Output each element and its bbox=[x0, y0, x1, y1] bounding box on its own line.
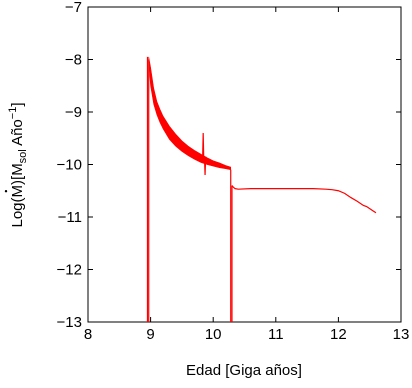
plot-area bbox=[87, 6, 402, 323]
y-axis-label-mid: )[M bbox=[9, 163, 26, 185]
y-axis-label: Log(M)[Msol Año−1] bbox=[7, 102, 29, 227]
x-tick-label: 10 bbox=[205, 326, 222, 343]
y-axis-label-mdot: M bbox=[9, 185, 26, 198]
axis-ticks bbox=[87, 6, 402, 323]
x-tick-label: 12 bbox=[330, 326, 347, 343]
y-axis-label-after: Año bbox=[9, 119, 26, 149]
series-line bbox=[201, 132, 207, 176]
x-tick-label: 13 bbox=[393, 326, 410, 343]
y-axis-label-dot bbox=[4, 190, 8, 193]
y-tick-label: −7 bbox=[65, 0, 82, 16]
series-line bbox=[231, 185, 377, 214]
y-tick-label: −10 bbox=[57, 157, 82, 174]
y-axis-label-prefix: Log( bbox=[9, 197, 26, 227]
tick-labels: 8 9 10 11 12 13 −13 −12 −11 −10 −9 −8 −7 bbox=[57, 0, 410, 343]
y-tick-label: −12 bbox=[57, 262, 82, 279]
y-tick-label: −11 bbox=[58, 209, 82, 226]
x-tick-label: 11 bbox=[268, 326, 284, 343]
y-axis-label-sup: −1 bbox=[7, 107, 19, 120]
y-axis-label-close: ] bbox=[9, 102, 26, 106]
y-tick-label: −13 bbox=[57, 314, 82, 331]
y-tick-label: −9 bbox=[65, 104, 82, 121]
series-layer bbox=[146, 56, 377, 322]
x-tick-label: 8 bbox=[84, 326, 92, 343]
x-axis-label: Edad [Giga años] bbox=[186, 362, 302, 379]
y-tick-label: −8 bbox=[65, 52, 82, 69]
y-axis-label-sub: sol bbox=[17, 149, 29, 163]
x-tick-label: 9 bbox=[146, 326, 154, 343]
